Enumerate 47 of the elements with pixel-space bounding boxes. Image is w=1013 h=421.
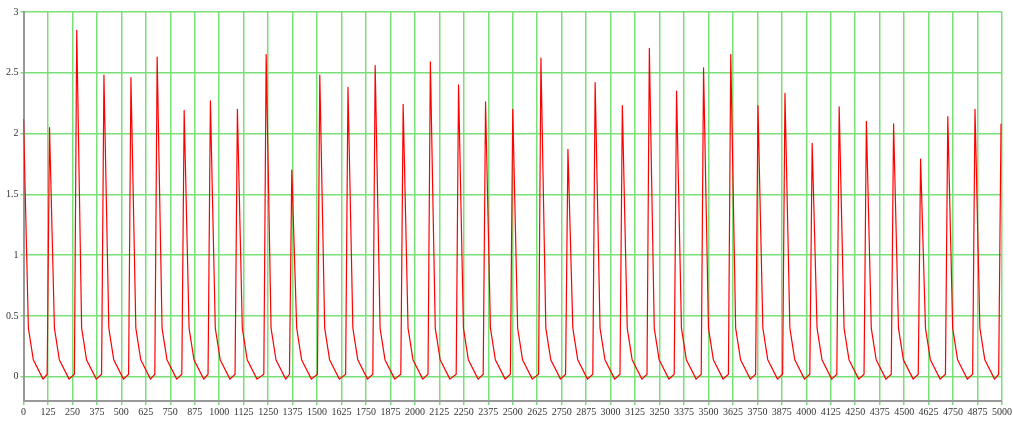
x-tick-label: 3375 bbox=[673, 405, 694, 417]
x-tick-label: 375 bbox=[89, 405, 105, 417]
x-tick-label: 3875 bbox=[771, 405, 792, 417]
x-tick-label: 1500 bbox=[307, 405, 328, 417]
x-tick-label: 4875 bbox=[967, 405, 988, 417]
x-tick-label: 4750 bbox=[943, 405, 964, 417]
x-tick-label: 3125 bbox=[625, 405, 646, 417]
x-tick-label: 1125 bbox=[233, 405, 254, 417]
y-tick-label: 2.5 bbox=[6, 66, 19, 78]
x-tick-label: 500 bbox=[113, 405, 129, 417]
x-tick-label: 4375 bbox=[869, 405, 890, 417]
x-tick-label: 250 bbox=[64, 405, 80, 417]
x-tick-label: 4250 bbox=[845, 405, 866, 417]
y-tick-label: 1.5 bbox=[6, 187, 19, 199]
x-tick-label: 4125 bbox=[820, 405, 841, 417]
x-tick-label: 1000 bbox=[209, 405, 230, 417]
x-tick-label: 1750 bbox=[355, 405, 376, 417]
x-tick-label: 2000 bbox=[404, 405, 425, 417]
x-tick-label: 2875 bbox=[576, 405, 597, 417]
y-tick-label: 2 bbox=[13, 127, 19, 139]
x-tick-label: 125 bbox=[40, 405, 56, 417]
x-tick-label: 4000 bbox=[796, 405, 817, 417]
y-tick-label: 0 bbox=[13, 370, 19, 382]
x-tick-label: 4500 bbox=[894, 405, 915, 417]
x-tick-label: 1375 bbox=[282, 405, 303, 417]
x-tick-label: 2625 bbox=[527, 405, 548, 417]
x-tick-label: 2250 bbox=[453, 405, 474, 417]
x-tick-label: 3250 bbox=[649, 405, 670, 417]
y-tick-label: 0.5 bbox=[6, 309, 19, 321]
x-tick-label: 2750 bbox=[551, 405, 572, 417]
y-tick-label: 1 bbox=[13, 248, 19, 260]
x-tick-label: 1625 bbox=[331, 405, 352, 417]
y-tick-label: 3 bbox=[13, 5, 19, 17]
x-tick-label: 3000 bbox=[600, 405, 621, 417]
x-tick-label: 2500 bbox=[502, 405, 523, 417]
x-tick-label: 4625 bbox=[918, 405, 939, 417]
x-tick-label: 5000 bbox=[992, 405, 1012, 417]
x-tick-label: 2375 bbox=[478, 405, 499, 417]
x-tick-label: 2125 bbox=[429, 405, 450, 417]
x-tick-label: 3500 bbox=[698, 405, 719, 417]
x-tick-label: 1250 bbox=[258, 405, 279, 417]
x-tick-label: 1875 bbox=[380, 405, 401, 417]
x-tick-label: 625 bbox=[138, 405, 154, 417]
x-tick-label: 875 bbox=[187, 405, 203, 417]
x-tick-label: 3750 bbox=[747, 405, 768, 417]
x-tick-label: 3625 bbox=[722, 405, 743, 417]
x-tick-label: 750 bbox=[162, 405, 178, 417]
